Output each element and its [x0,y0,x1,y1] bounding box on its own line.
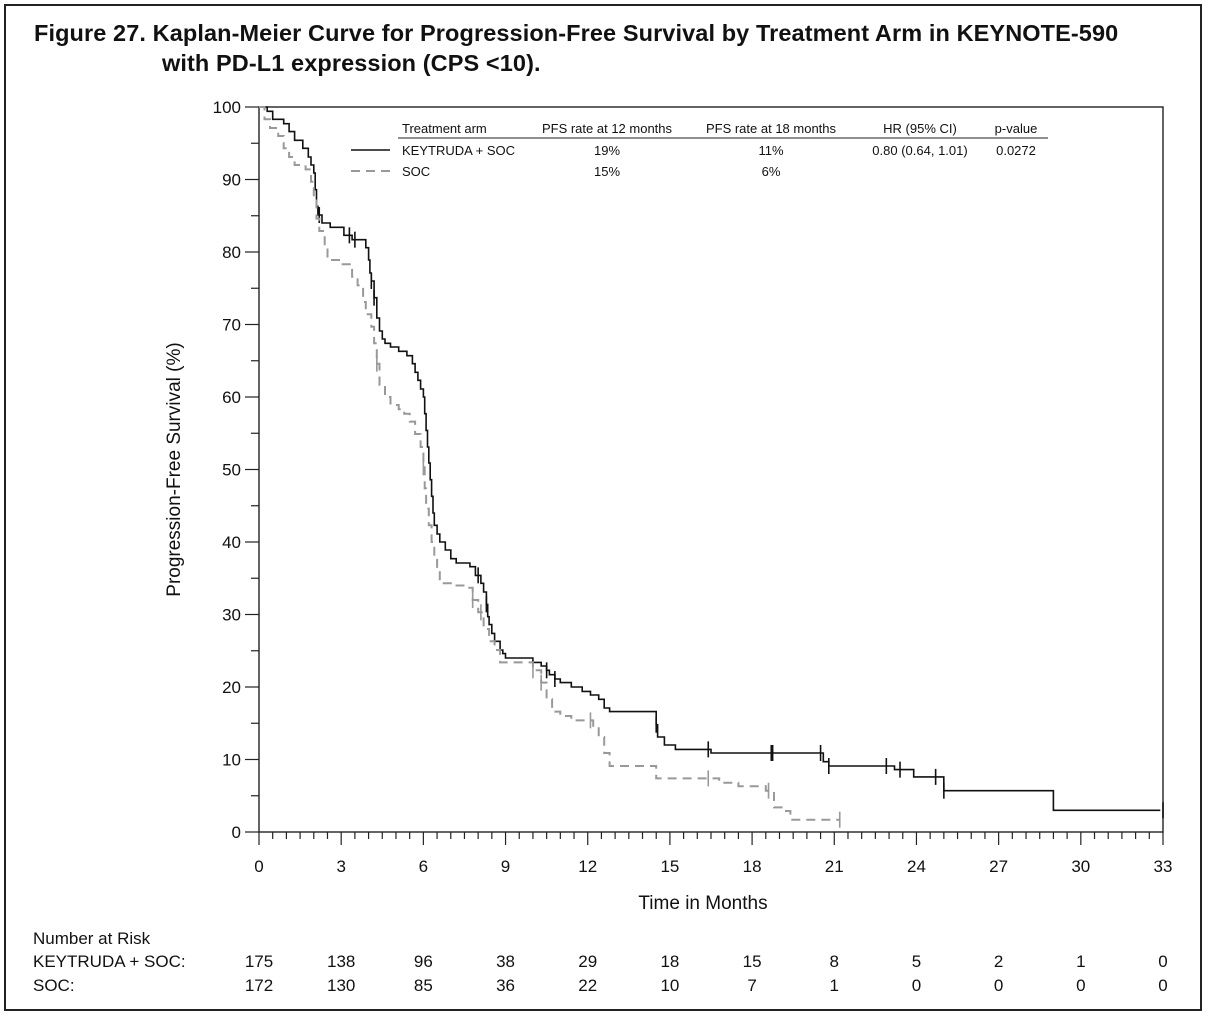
x-tick-label: 33 [1154,857,1173,876]
x-tick-label: 27 [989,857,1008,876]
risk-count: 0 [994,976,1003,995]
risk-count: 7 [747,976,756,995]
legend-header: Treatment arm [402,121,487,136]
x-tick-label: 24 [907,857,926,876]
x-tick-label: 30 [1071,857,1090,876]
figure-title: Figure 27. Kaplan-Meier Curve for Progre… [34,18,1118,78]
x-tick-label: 6 [419,857,428,876]
legend-header: PFS rate at 12 months [542,121,673,136]
x-tick-label: 3 [336,857,345,876]
legend-header: HR (95% CI) [883,121,957,136]
axes-layer: 0 10 20 30 40 50 60 70 80 90 100 0 3 6 9 12 15 18 21 24 27 30… [164,98,1172,914]
risk-count: 38 [496,952,515,971]
risk-count: 172 [245,976,273,995]
legend-cell: 11% [758,143,783,158]
y-tick-label: 80 [222,243,241,262]
series-layer [259,106,1164,828]
legend-header: PFS rate at 18 months [706,121,837,136]
risk-count: 2 [994,952,1003,971]
risk-count: 29 [578,952,597,971]
y-tick-label: 20 [222,678,241,697]
legend-header: p-value [995,121,1038,136]
legend-cell: 19% [594,143,620,158]
figure-title-line2: with PD-L1 expression (CPS <10). [162,50,541,76]
x-tick-label: 12 [578,857,597,876]
km-curve-keytruda-soc [259,106,1161,812]
x-axis-label: Time in Months [638,893,767,914]
plot-frame [258,106,1164,833]
risk-count: 0 [912,976,921,995]
x-tick-label: 15 [660,857,679,876]
risk-count: 1 [830,976,839,995]
y-tick-label: 30 [222,606,241,625]
legend-layer: Treatment arm PFS rate at 12 months PFS ra… [351,121,1048,179]
y-tick-label: 0 [232,823,241,842]
risk-row-label: SOC: [33,976,75,995]
risk-count: 175 [245,952,273,971]
y-tick-label: 100 [213,98,241,117]
risk-count: 85 [414,976,433,995]
x-tick-label: 21 [825,857,844,876]
y-tick-label: 90 [222,171,241,190]
risk-count: 36 [496,976,515,995]
km-curve-soc [259,106,840,821]
legend-cell: 0.0272 [996,143,1036,158]
legend-cell: KEYTRUDA + SOC [402,143,515,158]
risk-table-title: Number at Risk [33,929,151,948]
risk-count: 5 [912,952,921,971]
y-tick-label: 50 [222,461,241,480]
figure-title-line1: Figure 27. Kaplan-Meier Curve for Progre… [34,20,1119,46]
risk-count: 18 [660,952,679,971]
y-tick-label: 60 [222,388,241,407]
risk-count: 0 [1158,976,1167,995]
x-tick-label: 9 [501,857,510,876]
y-axis-label: Progression-Free Survival (%) [164,342,185,596]
risk-count: 0 [1158,952,1167,971]
figure-frame [4,4,1202,1011]
legend-cell: 0.80 (0.64, 1.01) [872,143,967,158]
x-tick-label: 0 [254,857,263,876]
x-tick-label: 18 [743,857,762,876]
risk-row-label: KEYTRUDA + SOC: [33,952,186,971]
risk-count: 1 [1076,952,1085,971]
risk-count: 22 [578,976,597,995]
risk-count: 130 [327,976,355,995]
risk-count: 15 [743,952,762,971]
legend-cell: SOC [402,164,430,179]
legend-cell: 6% [762,164,781,179]
legend-cell: 15% [594,164,620,179]
risk-count: 96 [414,952,433,971]
risk-count: 0 [1076,976,1085,995]
risk-count: 138 [327,952,355,971]
risk-count: 10 [660,976,679,995]
risk-count: 8 [830,952,839,971]
y-tick-label: 10 [222,751,241,770]
y-tick-label: 70 [222,316,241,335]
y-tick-label: 40 [222,533,241,552]
